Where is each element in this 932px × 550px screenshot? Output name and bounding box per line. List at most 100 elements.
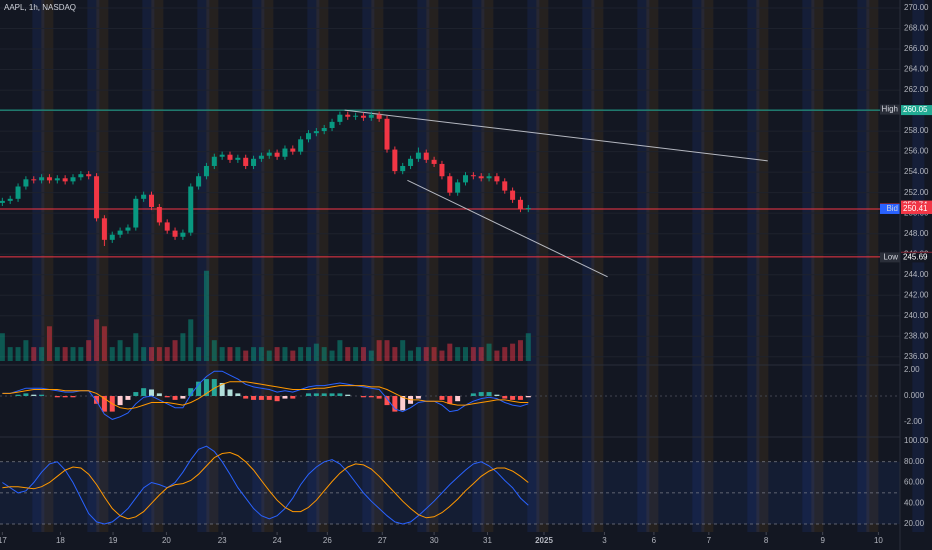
volume-bar [70,347,76,361]
macd-histogram [455,395,461,402]
candle-body [502,181,508,191]
macd-histogram [251,395,257,400]
x-tick-label: 19 [109,536,118,545]
candle-body [447,176,453,193]
macd-histogram [54,395,60,398]
candle-body [251,158,257,166]
post-market-band [747,0,760,532]
macd-tick-label: -2.00 [904,417,923,426]
candle-body [0,200,5,203]
plot: 236.00238.00240.00242.00244.00246.00248.… [0,3,932,545]
volume-bar [431,347,437,361]
macd-histogram [415,395,421,399]
volume-bar [266,350,272,361]
macd-histogram [282,395,288,399]
candle-body [345,114,351,117]
candle-body [274,152,280,157]
volume-bar [0,333,5,361]
volume-bar [384,340,390,361]
macd-histogram [510,395,516,400]
stoch-tick-label: 100.00 [904,436,929,445]
volume-bar [486,343,492,361]
volume-bar [502,347,508,361]
pre-market-band [426,0,439,532]
macd-histogram [219,382,225,396]
macd-histogram [470,393,476,396]
candle-body [455,182,461,193]
y-tick-label: 238.00 [904,331,929,340]
candle-body [62,178,68,182]
volume-bar [172,340,178,361]
volume-bar [219,347,225,361]
volume-bar [376,340,382,361]
macd-histogram [156,393,162,396]
x-tick-label: 7 [707,536,712,545]
volume-bar [141,347,147,361]
volume-bar [329,350,335,361]
macd-histogram [180,395,186,399]
candle-body [282,148,288,157]
candle-body [227,154,233,160]
volume-bar [517,340,523,361]
x-tick-label: 6 [652,536,657,545]
macd-histogram [23,393,29,396]
macd-histogram [164,395,170,398]
post-market-band [142,0,155,532]
candle-body [517,199,523,210]
x-tick-label: 8 [764,536,769,545]
y-tick-label: 236.00 [904,352,929,361]
volume-bar [353,347,359,361]
volume-bar [282,347,288,361]
badge-label: 245.69 [903,252,928,261]
macd-histogram [188,388,194,396]
volume-bar [360,347,366,361]
x-tick-label: 3 [602,536,607,545]
x-tick-label: 23 [218,536,227,545]
macd-histogram [486,392,492,396]
candle-body [290,148,296,152]
stoch-k-line [2,445,529,525]
candle-body [423,152,429,160]
badge-tag-bg [880,203,900,214]
badge-tag: Bid [886,204,898,213]
candle-body [478,176,484,179]
volume-bar [101,326,107,361]
post-market-band [692,0,705,532]
volume-bar [94,319,100,361]
badge-label: 250.41 [903,204,928,213]
badge-tag: High [882,105,898,114]
volume-bar [274,347,280,361]
badge-bg [901,203,932,214]
macd-histogram [62,395,68,398]
volume-bar [188,319,194,361]
candle-body [329,121,335,129]
candle-body [78,174,84,178]
x-tick-label: 27 [378,536,387,545]
volume-bar [415,347,421,361]
candle-body [94,176,100,219]
candle-body [431,159,437,164]
y-tick-label: 254.00 [904,167,929,176]
volume-bar [164,347,170,361]
post-market-band [197,0,210,532]
volume-bar [337,340,343,361]
macd-histogram [321,393,327,396]
candle-body [463,175,469,183]
macd-histogram [306,393,312,396]
volume-bar [125,347,131,361]
pre-market-band [866,0,879,532]
macd-histogram [494,394,500,396]
volume-bar [368,350,374,361]
pre-market-band [481,0,494,532]
x-tick-label: 26 [323,536,332,545]
volume-bar [470,347,476,361]
stoch-tick-label: 40.00 [904,498,925,507]
volume-bar [227,347,233,361]
volume-bar [15,347,21,361]
candle-body [313,131,319,134]
candle-body [368,114,374,118]
macd-histogram [525,395,531,398]
candle-body [486,176,492,179]
volume-bar [400,340,406,361]
y-tick-label: 244.00 [904,270,929,279]
